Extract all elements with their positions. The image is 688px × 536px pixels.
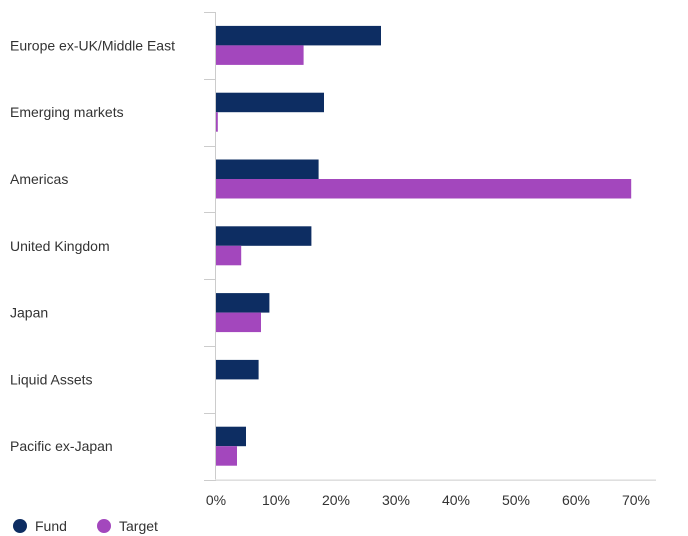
legend-marker-target [97,519,111,533]
bar-target [216,245,242,266]
bar-fund [216,426,246,447]
bar-fund [216,226,312,246]
bars [216,25,632,466]
x-tick-label: 60% [562,492,590,508]
bar-target [216,45,304,65]
legend: Fund Target [13,518,158,534]
category-label: Japan [10,305,48,321]
x-tick-label: 70% [622,492,650,508]
category-label: Europe ex-UK/Middle East [10,37,175,53]
axis-layer [204,12,656,481]
bar-fund [216,159,319,179]
x-tick-label: 30% [382,492,410,508]
category-label: United Kingdom [10,238,110,254]
bar-fund [216,92,324,113]
x-tick-label: 40% [442,492,470,508]
legend-marker-fund [13,519,27,533]
bar-fund [216,293,270,313]
category-label: Liquid Assets [10,371,93,387]
legend-label-target: Target [119,518,158,534]
category-labels: Europe ex-UK/Middle East Emerging markets… [10,37,175,454]
bar-fund [216,359,259,380]
bar-fund [216,25,381,46]
bar-target [216,179,632,199]
category-label: Pacific ex-Japan [10,438,113,454]
x-tick-label: 10% [262,492,290,508]
x-tick-label: 20% [322,492,350,508]
category-label: Americas [10,171,68,187]
x-tick-labels: 0% 10% 20% 30% 40% 50% 60% 70% [206,492,650,508]
legend-label-fund: Fund [35,518,67,534]
bar-target [216,112,218,132]
category-label: Emerging markets [10,104,124,120]
x-tick-label: 50% [502,492,530,508]
bar-target [216,446,237,466]
x-tick-label: 0% [206,492,226,508]
bar-target [216,312,261,333]
